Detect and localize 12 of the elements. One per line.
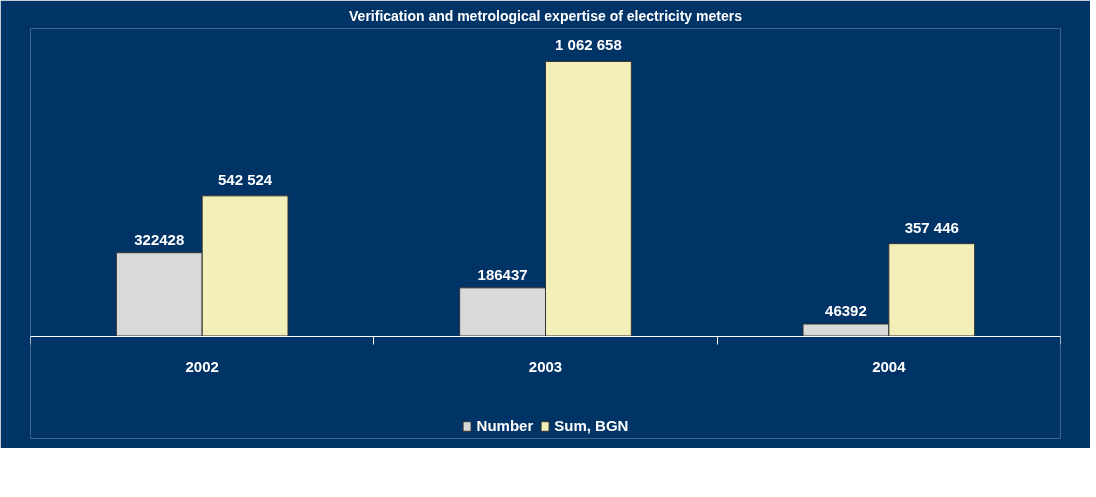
legend-label: Sum, BGN bbox=[554, 417, 629, 434]
data-label: 357 446 bbox=[904, 218, 959, 236]
data-label: 46392 bbox=[825, 302, 867, 320]
x-tick-label: 2002 bbox=[185, 358, 219, 375]
x-tick-label: 2003 bbox=[528, 358, 563, 375]
data-label: 186437 bbox=[477, 265, 528, 283]
data-label: 1 062 658 bbox=[555, 36, 622, 54]
data-label: 542 524 bbox=[217, 170, 273, 188]
chart-title: Verification and metrological expertise of electricity meters bbox=[349, 7, 743, 24]
legend-label: Number bbox=[476, 417, 534, 434]
data-label: 322428 bbox=[134, 230, 185, 248]
x-tick-label: 2004 bbox=[872, 358, 907, 375]
